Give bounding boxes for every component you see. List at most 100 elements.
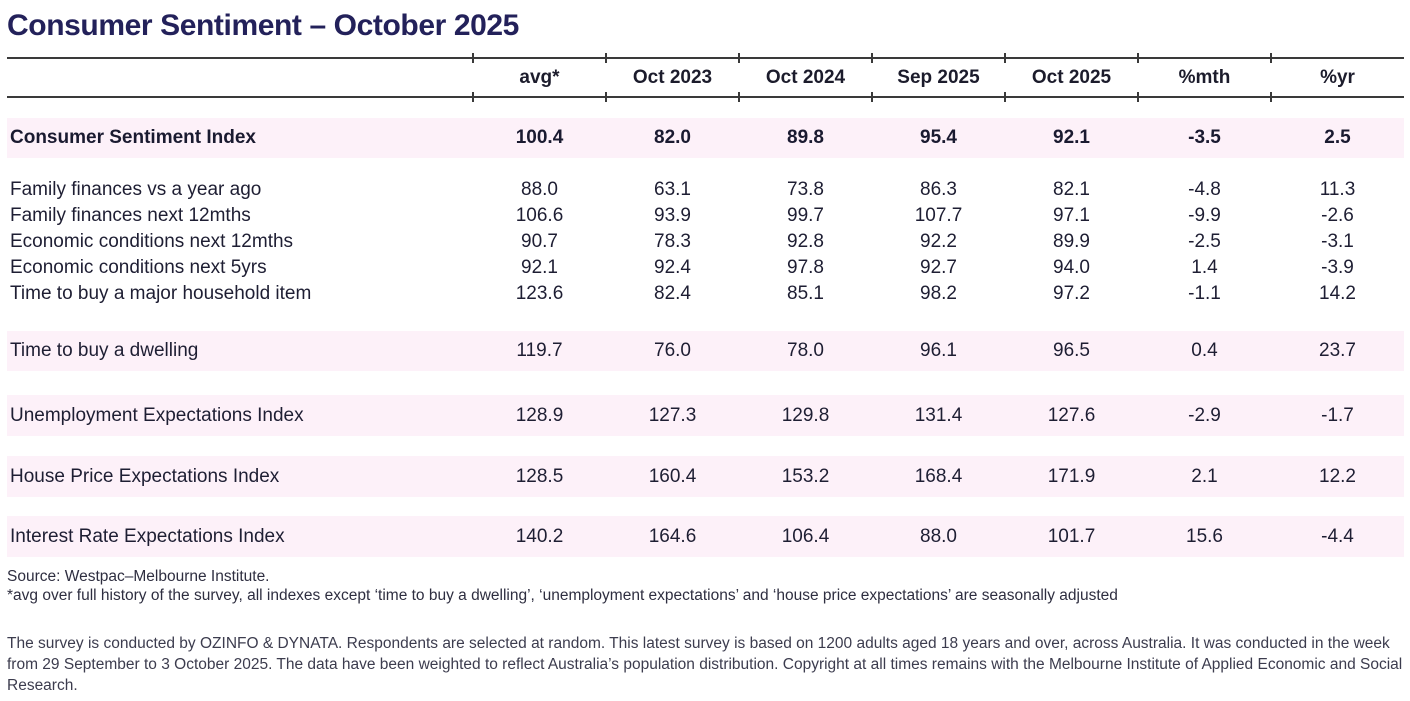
- footnotes: Source: Westpac–Melbourne Institute. *av…: [7, 567, 1404, 696]
- table-body: Consumer Sentiment Index 100.4 82.0 89.8 95.…: [7, 97, 1404, 557]
- table-header-row: avg* Oct 2023 Oct 2024 Sep 2025 Oct 2025…: [7, 54, 1404, 103]
- cell-value: 0.4: [1138, 331, 1271, 371]
- spacer-row: [7, 436, 1404, 456]
- cell-value: 92.8: [787, 231, 824, 252]
- cell-value: 23.7: [1271, 331, 1404, 371]
- cell-value: 128.9: [473, 395, 606, 436]
- cell-value: 97.8: [787, 257, 824, 278]
- column-header-blank: [7, 57, 473, 98]
- column-header-oct-2023: Oct 2023: [605, 54, 739, 103]
- spacer-cell: [7, 158, 1404, 177]
- cell-value: 106.6: [515, 205, 564, 226]
- row-label: Unemployment Expectations Index: [7, 395, 473, 436]
- table-row: Time to buy a dwelling 119.7 76.0 78.0 96.1 9…: [7, 331, 1404, 371]
- cell-value: 89.8: [739, 118, 872, 158]
- cell-value: 89.9: [1053, 231, 1090, 252]
- consumer-sentiment-table: avg* Oct 2023 Oct 2024 Sep 2025 Oct 2025…: [7, 54, 1404, 557]
- table-row: Unemployment Expectations Index 128.9 127.…: [7, 395, 1404, 436]
- row-label: Consumer Sentiment Index: [7, 118, 473, 158]
- table-row: Economic conditions next 12mths 90.7 78.3 9…: [7, 229, 1404, 255]
- cell-value: 127.3: [606, 395, 739, 436]
- cell-value: 14.2: [1319, 283, 1356, 304]
- cell-value: 160.4: [606, 456, 739, 497]
- avg-footnote: *avg over full history of the survey, al…: [7, 587, 1118, 604]
- cell-value: 88.0: [521, 179, 558, 200]
- cell-value: 15.6: [1138, 516, 1271, 557]
- table-row: Family finances next 12mths 106.6 93.9 99.7…: [7, 203, 1404, 229]
- cell-value: 129.8: [739, 395, 872, 436]
- cell-value: 90.7: [521, 231, 558, 252]
- row-label: Family finances vs a year ago: [10, 179, 262, 200]
- cell-value: -3.1: [1321, 231, 1354, 252]
- cell-value: -2.5: [1188, 231, 1221, 252]
- cell-value: 92.1: [521, 257, 558, 278]
- spacer-row: [7, 158, 1404, 177]
- cell-value: 92.7: [920, 257, 957, 278]
- cell-value: 94.0: [1053, 257, 1090, 278]
- cell-value: 2.1: [1138, 456, 1271, 497]
- cell-value: 127.6: [1005, 395, 1138, 436]
- row-label: Economic conditions next 5yrs: [10, 257, 267, 278]
- spacer-cell: [7, 436, 1404, 456]
- cell-value: 168.4: [872, 456, 1005, 497]
- column-header-oct-2025: Oct 2025: [1004, 54, 1138, 103]
- spacer-row: [7, 371, 1404, 395]
- table-row: Interest Rate Expectations Index 140.2 164…: [7, 516, 1404, 557]
- cell-value: -2.9: [1138, 395, 1271, 436]
- cell-value: -4.4: [1271, 516, 1404, 557]
- column-header-sep-2025: Sep 2025: [871, 54, 1005, 103]
- cell-value: 82.4: [654, 283, 691, 304]
- column-header-oct-2024: Oct 2024: [738, 54, 872, 103]
- cell-value: 92.2: [920, 231, 957, 252]
- column-header-avg: avg*: [472, 54, 606, 103]
- cell-value: 78.3: [654, 231, 691, 252]
- cell-value: 85.1: [787, 283, 824, 304]
- row-label: House Price Expectations Index: [7, 456, 473, 497]
- spacer-cell: [7, 307, 1404, 331]
- cell-value: 97.1: [1053, 205, 1090, 226]
- cell-value: 82.1: [1053, 179, 1090, 200]
- cell-value: 119.7: [473, 331, 606, 371]
- cell-value: 98.2: [920, 283, 957, 304]
- table-row: Time to buy a major household item 123.6 8…: [7, 281, 1404, 307]
- cell-value: 171.9: [1005, 456, 1138, 497]
- cell-value: -3.9: [1321, 257, 1354, 278]
- cell-value: -1.7: [1271, 395, 1404, 436]
- column-header-pct-mth: %mth: [1137, 54, 1271, 103]
- cell-value: 88.0: [872, 516, 1005, 557]
- cell-value: 95.4: [872, 118, 1005, 158]
- row-label: Interest Rate Expectations Index: [7, 516, 473, 557]
- cell-value: -2.6: [1321, 205, 1354, 226]
- spacer-row: [7, 307, 1404, 331]
- spacer-cell: [7, 497, 1404, 516]
- cell-value: 106.4: [739, 516, 872, 557]
- cell-value: -3.5: [1138, 118, 1271, 158]
- cell-value: 63.1: [654, 179, 691, 200]
- cell-value: 96.1: [872, 331, 1005, 371]
- cell-value: -9.9: [1188, 205, 1221, 226]
- table-row: Consumer Sentiment Index 100.4 82.0 89.8 95.…: [7, 118, 1404, 158]
- cell-value: -4.8: [1188, 179, 1221, 200]
- table-row: Economic conditions next 5yrs 92.1 92.4 97.…: [7, 255, 1404, 281]
- cell-value: 123.6: [515, 283, 564, 304]
- table-row: Family finances vs a year ago 88.0 63.1 73.…: [7, 177, 1404, 203]
- row-label: Time to buy a dwelling: [7, 331, 473, 371]
- spacer-row: [7, 97, 1404, 118]
- row-label: Family finances next 12mths: [10, 205, 251, 226]
- cell-value: 153.2: [739, 456, 872, 497]
- spacer-row: [7, 497, 1404, 516]
- cell-value: 1.4: [1191, 257, 1218, 278]
- cell-value: 76.0: [606, 331, 739, 371]
- cell-value: 82.0: [606, 118, 739, 158]
- cell-value: 12.2: [1271, 456, 1404, 497]
- cell-value: 107.7: [914, 205, 963, 226]
- cell-value: 92.4: [654, 257, 691, 278]
- cell-value: 128.5: [473, 456, 606, 497]
- cell-value: -1.1: [1188, 283, 1221, 304]
- source-note: Source: Westpac–Melbourne Institute.: [7, 568, 270, 585]
- cell-value: 78.0: [739, 331, 872, 371]
- cell-value: 73.8: [787, 179, 824, 200]
- spacer-cell: [7, 97, 1404, 118]
- column-header-pct-yr: %yr: [1270, 54, 1404, 103]
